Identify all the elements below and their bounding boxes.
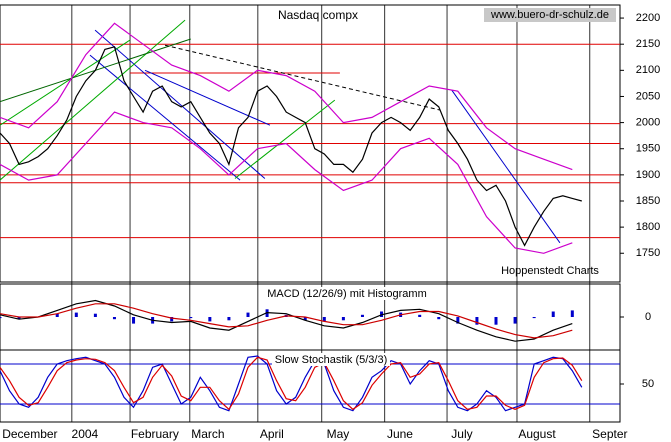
credit: Hoppenstedt Charts: [501, 265, 599, 277]
histogram-bar: [93, 313, 97, 317]
panel-frame: [0, 349, 621, 423]
y-tick-label: 2200: [636, 12, 660, 24]
y-tick-label: 2150: [636, 38, 660, 50]
trend-line: [164, 44, 441, 111]
histogram-bar: [189, 317, 193, 319]
y-tick-label: 1850: [636, 195, 660, 207]
x-tick-label: August: [518, 427, 556, 441]
x-tick-label: June: [387, 427, 413, 441]
series-line: [0, 46, 582, 247]
series-line: [0, 111, 573, 254]
trend-line: [451, 89, 561, 244]
x-tick-label: July: [451, 427, 472, 441]
histogram-bar: [570, 310, 574, 317]
histogram-bar: [208, 317, 212, 322]
histogram-bar: [132, 317, 136, 324]
histogram-bar: [456, 317, 460, 324]
source: www.buero-dr-schulz.de: [490, 9, 609, 21]
trend-line: [0, 39, 131, 126]
y-tick-label: 2000: [636, 117, 660, 129]
label-bg: [262, 287, 432, 300]
series-line: [0, 356, 583, 411]
histogram-bar: [418, 314, 422, 317]
x-tick-label: February: [131, 427, 179, 441]
y-tick-label: 2050: [636, 90, 660, 102]
y-tick-label: 1900: [636, 169, 660, 181]
histogram-bar: [170, 317, 174, 322]
trend-line: [89, 54, 241, 181]
histogram-bar: [475, 317, 479, 325]
histogram-bar: [17, 317, 21, 320]
histogram-bar: [513, 317, 517, 324]
x-tick-label: March: [191, 427, 224, 441]
y-tick-label: 1950: [636, 143, 660, 155]
chart-title: Nasdaq compx: [278, 8, 358, 22]
source-box: [484, 8, 616, 22]
histogram-bar: [322, 317, 326, 322]
histogram-bar: [55, 313, 59, 317]
series-line: [0, 299, 573, 342]
histogram-bar: [227, 317, 231, 321]
x-tick-label: December: [2, 427, 57, 441]
x-tick-label: Septer: [592, 427, 627, 441]
histogram-bar: [360, 314, 364, 317]
x-tick-label: April: [260, 427, 284, 441]
panel-title: MACD (12/26/9) mit Histogramm: [267, 288, 427, 300]
histogram-bar: [74, 312, 78, 317]
histogram-bar: [112, 317, 116, 320]
x-tick-label: 2004: [72, 427, 99, 441]
histogram-bar: [0, 317, 2, 319]
histogram-bar: [494, 317, 498, 325]
histogram-bar: [551, 311, 555, 317]
histogram-bar: [437, 317, 441, 320]
y-tick-label: 1750: [636, 247, 660, 259]
trend-line: [0, 19, 186, 181]
panel-title: Slow Stochastik (5/3/3): [275, 354, 388, 366]
histogram-bar: [341, 317, 345, 321]
series-line: [0, 22, 573, 171]
histogram-bar: [532, 317, 536, 319]
series-line: [0, 303, 573, 339]
series-line: [0, 355, 583, 412]
histogram-bar: [303, 317, 307, 321]
label-bg: [272, 353, 390, 366]
histogram-bar: [246, 312, 250, 317]
y-tick-label: 2100: [636, 64, 660, 76]
trend-line: [234, 99, 336, 179]
y-tick-label: 1800: [636, 221, 660, 233]
y-tick-label: 0: [645, 311, 651, 323]
x-tick-label: May: [327, 427, 350, 441]
trend-line: [94, 29, 266, 179]
y-tick-label: 50: [642, 378, 654, 390]
